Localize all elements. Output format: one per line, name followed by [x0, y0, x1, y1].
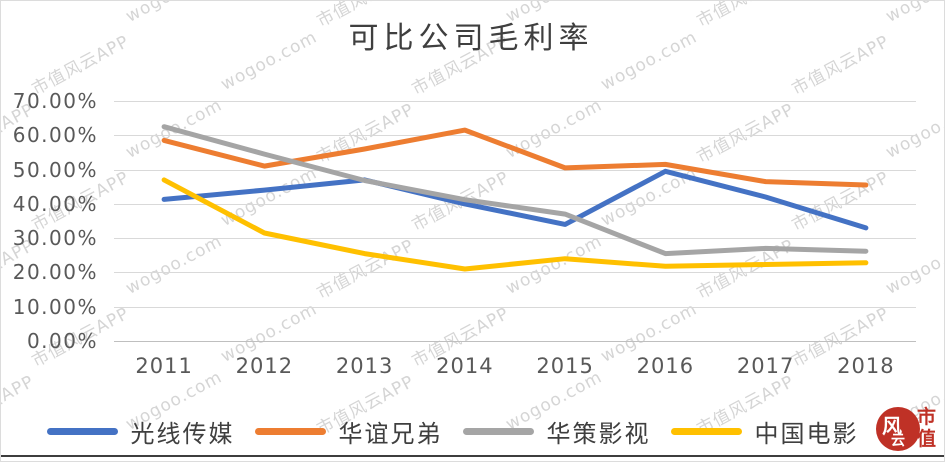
series-line-3	[161, 177, 869, 272]
gridline	[114, 203, 916, 205]
gridline	[114, 341, 916, 342]
legend-label: 华策影视	[546, 421, 651, 448]
bottom-border-line	[1, 455, 944, 457]
gridline	[114, 238, 916, 240]
y-axis-tick-label: 20.00%	[12, 260, 98, 285]
series-line-1	[161, 127, 869, 188]
chart-legend: 光线传媒 华谊兄弟 华策影视 中国电影	[41, 411, 864, 451]
gridline	[114, 169, 916, 171]
legend-item-0: 光线传媒	[46, 414, 235, 449]
logo-wind-char: 风	[881, 416, 902, 438]
x-axis-label: 2015	[536, 354, 594, 378]
logo-side-char-top: 市	[916, 407, 936, 428]
legend-item-3: 中国电影	[670, 414, 859, 449]
gridline	[114, 101, 916, 102]
legend-item-1: 华谊兄弟	[254, 414, 443, 449]
legend-line-swatch	[46, 427, 118, 435]
x-axis-label: 2014	[436, 354, 494, 378]
x-axis-label: 2017	[736, 354, 795, 378]
logo-side-text: 市 值	[917, 407, 936, 451]
gridline	[114, 135, 916, 137]
series-line-2	[161, 124, 869, 257]
x-axis-label: 2011	[135, 354, 193, 378]
legend-label: 中国电影	[754, 421, 859, 448]
logo-cloud-char: 云	[890, 434, 905, 449]
series-line-0	[161, 168, 869, 231]
legend-label: 华谊兄弟	[338, 421, 443, 448]
y-axis-tick-label: 30.00%	[12, 226, 98, 251]
x-axis-label: 2016	[636, 354, 695, 378]
logo-seal-icon: 风 云	[875, 407, 920, 451]
legend-line-swatch	[462, 427, 534, 435]
gridline	[114, 272, 916, 274]
x-axis-label: 2013	[335, 354, 394, 378]
x-axis-label: 2018	[837, 354, 895, 378]
shizhifengyun-logo: 风 云 市 值	[875, 403, 936, 455]
y-axis-tick-label: 40.00%	[12, 191, 98, 216]
y-axis-tick-label: 0.00%	[26, 329, 98, 353]
legend-item-2: 华策影视	[462, 414, 651, 449]
y-axis-tick-label: 70.00%	[12, 89, 98, 113]
legend-label: 光线传媒	[130, 421, 235, 448]
y-axis-tick-label: 50.00%	[12, 157, 98, 182]
legend-line-swatch	[254, 427, 326, 435]
legend-line-swatch	[670, 427, 742, 435]
gridline	[114, 306, 916, 308]
chart-title: 可比公司毛利率	[348, 22, 594, 55]
x-axis-label: 2012	[235, 354, 294, 378]
y-axis-tick-label: 10.00%	[12, 294, 98, 319]
logo-side-char-bottom: 值	[916, 429, 936, 450]
y-axis-tick-label: 60.00%	[12, 123, 98, 148]
